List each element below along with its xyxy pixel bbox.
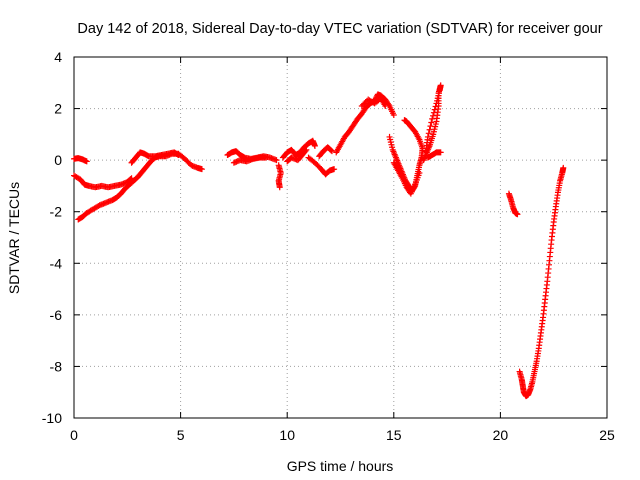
data-point: [437, 149, 444, 156]
x-tick-label: 25: [599, 427, 615, 443]
plot-frame: [73, 56, 608, 419]
data-point: [390, 112, 397, 119]
y-tick-label: -4: [50, 255, 63, 271]
x-tick-label: 5: [177, 427, 185, 443]
x-tick-label: 0: [70, 427, 78, 443]
data-points: [71, 82, 567, 400]
data-point: [331, 166, 338, 173]
data-point: [427, 123, 434, 130]
data-point: [428, 119, 435, 126]
data-point: [401, 117, 408, 124]
data-point: [198, 166, 205, 173]
data-point: [430, 112, 437, 119]
data-point: [311, 142, 318, 149]
data-point: [431, 106, 438, 113]
data-point: [426, 126, 433, 133]
data-point: [430, 109, 437, 116]
data-point: [429, 115, 436, 122]
y-tick-label: 4: [54, 49, 62, 65]
data-point: [175, 151, 182, 158]
data-point: [303, 146, 310, 153]
y-tick-label: -2: [50, 204, 63, 220]
data-point: [433, 100, 440, 107]
data-point: [432, 103, 439, 110]
y-tick-label: -6: [50, 307, 63, 323]
y-tick-label: 2: [54, 101, 62, 117]
data-point: [273, 157, 280, 164]
data-point: [83, 158, 90, 165]
chart-title: Day 142 of 2018, Sidereal Day-to-day VTE…: [77, 21, 602, 37]
x-tick-label: 10: [279, 427, 295, 443]
data-point: [302, 147, 309, 154]
y-tick-label: -10: [42, 410, 62, 426]
x-axis-label: GPS time / hours: [287, 458, 394, 474]
data-point: [560, 164, 567, 171]
data-point: [382, 102, 389, 109]
y-axis-label: SDTVAR / TECUs: [6, 182, 22, 294]
x-tick-label: 20: [493, 427, 509, 443]
y-tick-label: -8: [50, 358, 63, 374]
data-point: [328, 148, 335, 155]
y-tick-label: 0: [54, 152, 62, 168]
data-point: [425, 130, 432, 137]
x-tick-label: 15: [386, 427, 402, 443]
data-point: [328, 147, 335, 154]
data-point: [276, 184, 283, 191]
data-point: [416, 170, 423, 177]
data-point: [514, 211, 521, 218]
data-point: [422, 148, 429, 155]
data-point: [262, 154, 269, 161]
axis-ticks: 0 5 10 15 20 25 -10 -8 -6 -4 -2 0 2 4: [42, 49, 615, 443]
grid: [74, 57, 607, 418]
